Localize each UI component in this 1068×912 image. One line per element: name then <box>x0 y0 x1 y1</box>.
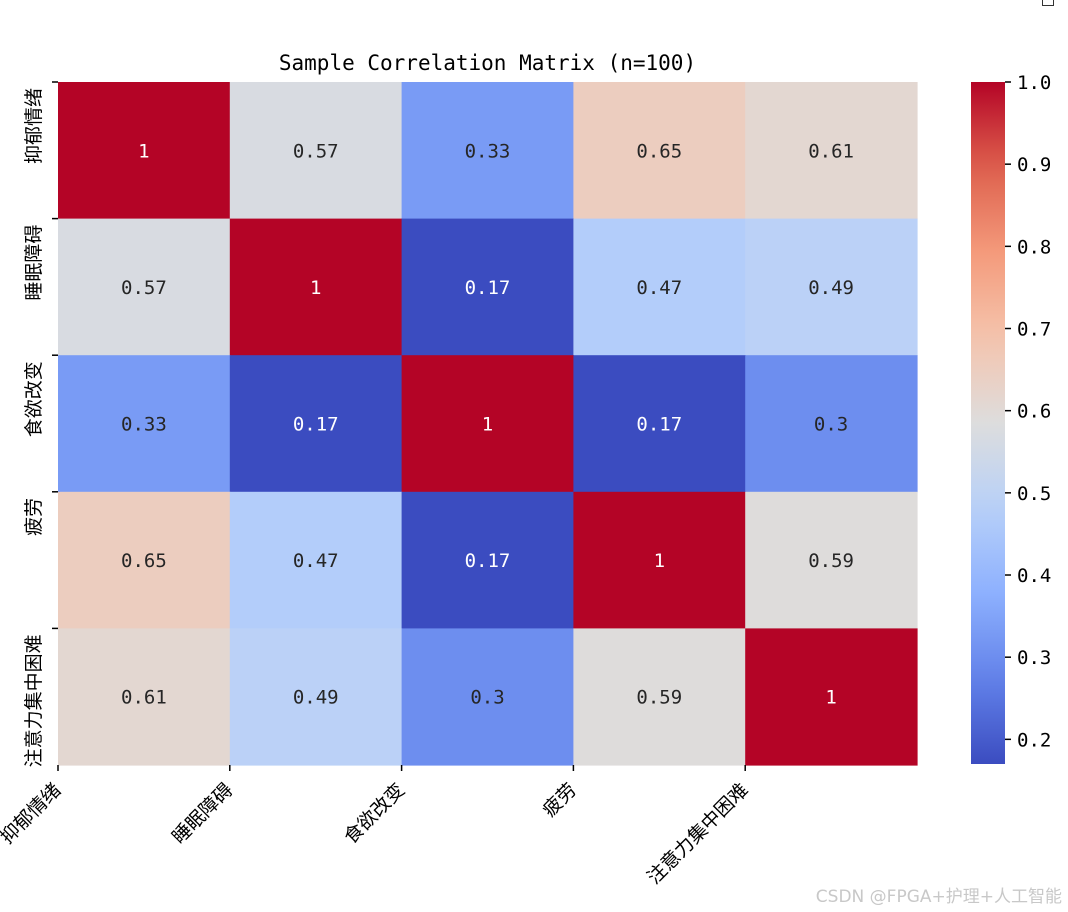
cell-value-label: 0.57 <box>121 277 167 299</box>
heatmap-cell <box>58 491 231 629</box>
cell-value-label: 0.47 <box>636 277 682 299</box>
heatmap-cell <box>401 218 574 356</box>
watermark-text: CSDN @FPGA+护理+人工智能 <box>816 887 1062 907</box>
heatmap-cell <box>58 355 231 493</box>
colorbar-tick-label: 1.0 <box>1017 72 1051 94</box>
chart-title: Sample Correlation Matrix (n=100) <box>279 51 696 75</box>
cell-value-label: 0.3 <box>814 414 848 436</box>
cell-value-label: 0.17 <box>293 414 339 436</box>
y-tick-label: 睡眠障碍 <box>23 225 45 301</box>
heatmap-cell <box>229 491 403 629</box>
colorbar-tick-label: 0.3 <box>1017 647 1051 669</box>
heatmap-cells: 1 0.57 0.33 0.65 0.61 0.57 1 0.17 0.47 0.49 0.33 0.… <box>58 82 918 766</box>
heatmap-cell <box>745 218 918 356</box>
heatmap-cell <box>229 628 403 766</box>
x-tick-label: 抑郁情绪 <box>0 779 66 848</box>
cell-value-label: 0.65 <box>121 550 167 572</box>
colorbar-tick-label: 0.9 <box>1017 154 1051 176</box>
cell-value-label: 0.65 <box>636 140 682 162</box>
cell-value-label: 0.3 <box>470 687 504 709</box>
heatmap-cell <box>745 491 918 629</box>
heatmap-cell <box>58 82 231 220</box>
heatmap-cell <box>573 628 746 766</box>
heatmap-cell <box>401 628 574 766</box>
colorbar-gradient <box>971 82 1005 764</box>
colorbar-tick-label: 0.5 <box>1017 483 1051 505</box>
cell-value-label: 0.61 <box>808 140 854 162</box>
y-tick-label: 抑郁情绪 <box>23 88 45 164</box>
heatmap-cell <box>229 355 403 493</box>
cell-value-label: 0.49 <box>293 687 339 709</box>
heatmap-cell <box>573 355 746 493</box>
heatmap-cell <box>229 82 403 220</box>
x-tick-label: 食欲改变 <box>340 779 409 848</box>
cell-value-label: 0.57 <box>293 140 339 162</box>
heatmap-cell <box>745 82 918 220</box>
cell-value-label: 0.33 <box>465 140 511 162</box>
colorbar: 0.2 0.3 0.4 0.5 0.6 0.7 0.8 0.9 1.0 <box>971 72 1051 764</box>
heatmap-cell <box>745 355 918 493</box>
heatmap-cell <box>573 82 746 220</box>
heatmap-cell <box>58 218 231 356</box>
cell-value-label: 1 <box>482 414 493 436</box>
y-tick-label: 疲劳 <box>23 498 45 536</box>
heatmap-cell <box>573 218 746 356</box>
cell-value-label: 0.59 <box>808 550 854 572</box>
cell-value-label: 1 <box>310 277 321 299</box>
colorbar-tick-label: 0.4 <box>1017 565 1051 587</box>
cell-value-label: 0.17 <box>465 277 511 299</box>
cell-value-label: 1 <box>654 550 665 572</box>
heatmap-cell <box>401 82 574 220</box>
x-tick-label: 疲劳 <box>538 779 580 821</box>
corner-checkbox-icon <box>1042 0 1054 6</box>
heatmap-cell <box>745 628 918 766</box>
colorbar-tick-label: 0.7 <box>1017 319 1051 341</box>
x-tick-label: 睡眠障碍 <box>168 779 237 848</box>
colorbar-tick-label: 0.8 <box>1017 236 1051 258</box>
cell-value-label: 0.17 <box>465 550 511 572</box>
colorbar-tick-label: 0.6 <box>1017 401 1051 423</box>
colorbar-tick-label: 0.2 <box>1017 729 1051 751</box>
y-tick-label: 注意力集中困难 <box>23 634 45 767</box>
cell-value-label: 1 <box>138 140 149 162</box>
cell-value-label: 1 <box>825 687 836 709</box>
cell-value-label: 0.33 <box>121 414 167 436</box>
y-tick-label: 食欲改变 <box>23 361 45 437</box>
x-axis: 抑郁情绪 睡眠障碍 食欲改变 疲劳 注意力集中困难 <box>0 765 753 889</box>
heatmap-cell <box>229 218 403 356</box>
heatmap-cell <box>58 628 231 766</box>
cell-value-label: 0.47 <box>293 550 339 572</box>
heatmap-cell <box>573 491 746 629</box>
heatmap-cell <box>401 355 574 493</box>
x-tick-label: 注意力集中困难 <box>643 779 753 889</box>
cell-value-label: 0.59 <box>636 687 682 709</box>
cell-value-label: 0.49 <box>808 277 854 299</box>
cell-value-label: 0.61 <box>121 687 167 709</box>
cell-value-label: 0.17 <box>636 414 682 436</box>
heatmap-cell <box>401 491 574 629</box>
